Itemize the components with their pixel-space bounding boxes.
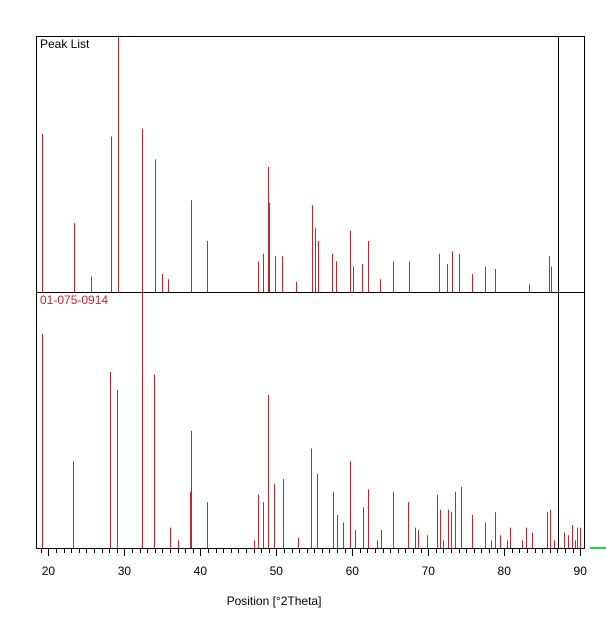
tick-label-80: 80 (498, 564, 512, 578)
reference-pattern-bars (42, 293, 581, 548)
bottom-panel-title: 01-075-0914 (40, 293, 108, 307)
peak-list-bars (42, 37, 552, 292)
x-axis-ticks (41, 549, 581, 556)
tick-label-60: 60 (346, 564, 360, 578)
tick-label-70: 70 (422, 564, 436, 578)
tick-label-50: 50 (270, 564, 284, 578)
tick-label-30: 30 (118, 564, 132, 578)
tick-label-40: 40 (194, 564, 208, 578)
tick-label-20: 20 (42, 564, 56, 578)
bottom-panel-frame (36, 292, 585, 549)
tick-label-90: 90 (574, 564, 588, 578)
top-panel-title: Peak List (40, 37, 90, 51)
x-axis-label: Position [°2Theta] (227, 594, 322, 608)
x-axis-tick-labels: 20 30 40 50 60 70 80 90 (42, 564, 587, 578)
